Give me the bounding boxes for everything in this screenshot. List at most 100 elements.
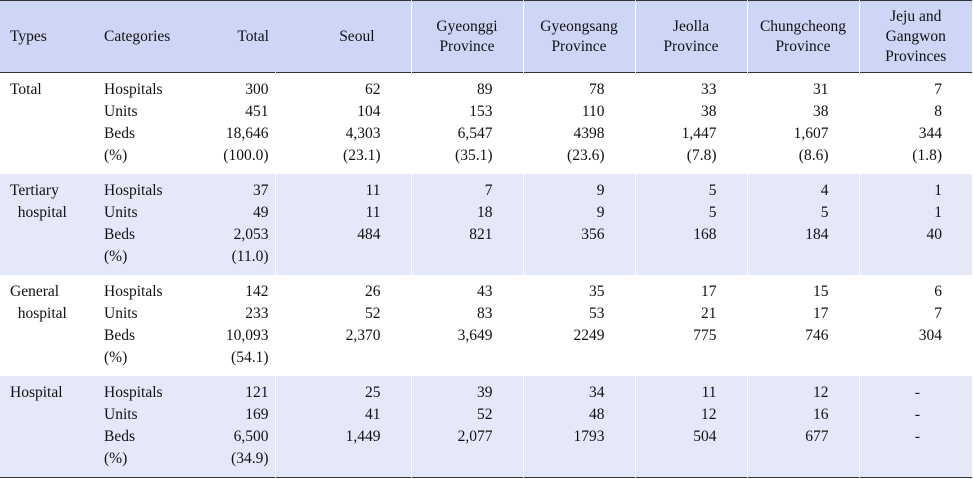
cell-value: 48 <box>589 406 605 423</box>
value-cell: 7 8 344 (1.8) <box>858 72 972 174</box>
value-cell: 121 169 6,500 (34.9) <box>194 376 275 478</box>
cell-value: 11 <box>365 204 381 221</box>
table-row: Hospital Hospitals Units Beds (%) 121 169 6,500… <box>0 376 972 478</box>
cell-value: 53 <box>589 305 605 322</box>
category-label: Beds <box>104 125 135 142</box>
cell-value: 18 <box>477 204 493 221</box>
cell-value: - <box>914 384 920 401</box>
row-categories: Hospitals Units Beds (%) <box>94 275 194 376</box>
cell-value <box>280 347 381 369</box>
cell-value: 17 <box>701 283 717 300</box>
cell-value: 83 <box>477 305 493 322</box>
cell-value: 233 <box>245 305 269 322</box>
value-cell: 15 17 746 <box>746 275 859 376</box>
value-cell: 6 7 304 <box>858 275 972 376</box>
column-header: Jeju and Gangwon Provinces <box>858 0 972 73</box>
value-cell: 37 49 2,053 (11.0) <box>194 174 275 275</box>
cell-value <box>280 448 381 470</box>
value-cell: 31 38 1,607 (8.6) <box>746 72 859 174</box>
cell-value: 2,077 <box>457 428 493 445</box>
cell-value <box>528 448 605 470</box>
cell-value: (8.6) <box>798 147 829 164</box>
category-label: Units <box>104 103 138 120</box>
cell-value: 34 <box>589 384 605 401</box>
cell-value: 2249 <box>573 327 605 344</box>
cell-value: 9 <box>596 182 605 199</box>
category-label: Beds <box>104 327 135 344</box>
cell-value: 11 <box>701 384 717 401</box>
cell-value: 4,303 <box>345 125 381 142</box>
value-cell: - - - <box>858 376 972 478</box>
cell-value: 37 <box>253 182 269 199</box>
cell-value <box>864 448 921 470</box>
value-cell: 34 48 1793 <box>522 376 635 478</box>
cell-value <box>280 246 381 268</box>
cell-value: 8 <box>934 103 942 120</box>
column-header: Seoul <box>339 27 375 45</box>
cell-value: 1 <box>934 182 942 199</box>
cell-value: 142 <box>245 283 269 300</box>
cell-value: 3,649 <box>457 327 493 344</box>
cell-value: 52 <box>365 305 381 322</box>
value-cell: 39 52 2,077 <box>410 376 523 478</box>
value-cell: 26 52 2,370 <box>274 275 411 376</box>
value-cell: 62 104 4,303 (23.1) <box>274 72 411 174</box>
cell-value: (34.9) <box>231 450 269 467</box>
table-row: Total Hospitals Units Beds (%) 300 451 18,646 (1… <box>0 72 972 175</box>
cell-value: 62 <box>365 81 381 98</box>
row-categories: Hospitals Units Beds (%) <box>94 73 194 175</box>
row-type-label: Total <box>10 81 42 98</box>
column-header: Gyeongsang Province <box>522 0 635 73</box>
cell-value: 43 <box>477 283 493 300</box>
cell-value: 104 <box>357 103 381 120</box>
cell-value: 9 <box>596 204 605 221</box>
column-header: Types <box>10 27 47 45</box>
value-cell: 12 16 677 <box>746 376 859 478</box>
cell-value <box>640 246 717 268</box>
cell-value: 11 <box>365 182 381 199</box>
cell-value <box>864 246 943 268</box>
table-row: Tertiary hospital Hospitals Units Beds (%) 37… <box>0 174 972 275</box>
cell-value: 26 <box>365 283 381 300</box>
cell-value <box>752 347 829 369</box>
cell-value: 38 <box>813 103 829 120</box>
category-label: (%) <box>104 248 128 265</box>
cell-value: 451 <box>245 103 269 120</box>
cell-value: 184 <box>805 226 829 243</box>
cell-value: 300 <box>245 81 269 98</box>
cell-value: 775 <box>693 327 717 344</box>
category-label: (%) <box>104 450 128 467</box>
cell-value: 746 <box>805 327 829 344</box>
value-cell: 17 21 775 <box>634 275 747 376</box>
row-categories: Hospitals Units Beds (%) <box>94 376 194 478</box>
value-cell: 43 83 3,649 <box>410 275 523 376</box>
category-label: (%) <box>104 147 128 164</box>
cell-value: 7 <box>934 305 942 322</box>
value-cell: 9 9 356 <box>522 174 635 275</box>
cell-value: 304 <box>918 327 942 344</box>
value-cell: 4 5 184 <box>746 174 859 275</box>
cell-value: 35 <box>589 283 605 300</box>
cell-value <box>416 347 493 369</box>
cell-value: 12 <box>701 406 717 423</box>
cell-value: 52 <box>477 406 493 423</box>
cell-value: 12 <box>813 384 829 401</box>
column-header: Total <box>237 27 269 45</box>
row-type-label: General hospital <box>10 283 67 322</box>
cell-value: 5 <box>708 182 717 199</box>
cell-value: 33 <box>701 81 717 98</box>
cell-value: - <box>914 428 920 445</box>
table-body: Total Hospitals Units Beds (%) 300 451 18,646 (1… <box>0 72 972 478</box>
column-header: Jeolla Province <box>634 0 747 73</box>
cell-value: 168 <box>693 226 717 243</box>
cell-value: 677 <box>805 428 829 445</box>
value-cell: 7 18 821 <box>410 174 523 275</box>
cell-value: 21 <box>701 305 717 322</box>
cell-value: 110 <box>581 103 605 120</box>
category-label: Hospitals <box>104 384 163 401</box>
cell-value: (23.6) <box>567 147 605 164</box>
value-cell: 25 41 1,449 <box>274 376 411 478</box>
cell-value: 6,500 <box>233 428 269 445</box>
value-cell: 78 110 4398 (23.6) <box>522 72 635 174</box>
value-cell: 5 5 168 <box>634 174 747 275</box>
